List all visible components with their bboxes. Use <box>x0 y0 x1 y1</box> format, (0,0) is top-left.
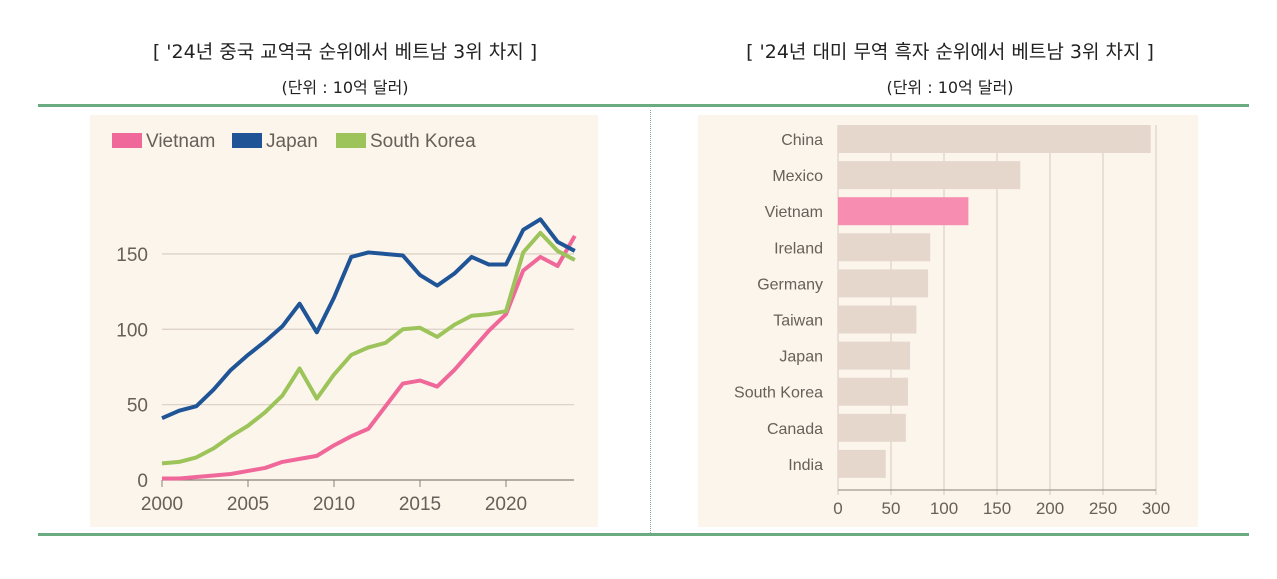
legend-swatch <box>336 133 366 148</box>
center-divider <box>650 110 651 533</box>
bar-china <box>838 125 1151 153</box>
bar-mexico <box>838 161 1021 190</box>
legend-label: Japan <box>266 131 318 152</box>
bar-taiwan <box>838 305 917 334</box>
bar-chart-panel: 0 50 100 150 200 250 300 China Mexico Vietnam Irel… <box>698 115 1198 527</box>
category-label: Canada <box>767 421 823 438</box>
left-title: [ '24년 중국 교역국 순위에서 베트남 3위 차지 ] <box>152 41 538 63</box>
legend-swatch <box>232 133 262 148</box>
x-tick-label: 50 <box>882 499 901 518</box>
bar-germany <box>838 269 929 298</box>
line-chart: 0 50 100 150 2000 2005 2010 2015 2020 Vietnam Japa… <box>112 131 577 515</box>
category-label: Germany <box>757 276 823 293</box>
bar-canada <box>838 413 906 442</box>
category-label: South Korea <box>734 385 823 402</box>
bar-japan <box>838 341 911 370</box>
y-tick-label: 150 <box>116 245 148 266</box>
top-divider <box>38 104 1249 107</box>
x-tick-label: 300 <box>1142 499 1170 518</box>
legend-label: Vietnam <box>146 131 215 152</box>
right-unit: (단위 : 10억 달러) <box>886 78 1014 97</box>
category-label: Japan <box>779 349 823 366</box>
series-line-japan <box>161 217 576 421</box>
y-tick-label: 0 <box>137 471 148 492</box>
x-tick-label: 2020 <box>485 494 527 515</box>
y-tick-label: 50 <box>127 396 148 417</box>
bar-south-korea <box>838 377 908 406</box>
x-tick-label: 2000 <box>141 494 183 515</box>
bar-india <box>838 449 886 478</box>
x-tick-label: 2015 <box>399 494 441 515</box>
category-label: China <box>781 132 823 149</box>
category-label: India <box>788 457 823 474</box>
bar-chart: 0 50 100 150 200 250 300 China Mexico Vietnam Irel… <box>734 125 1170 518</box>
category-label: Mexico <box>772 168 823 185</box>
left-unit: (단위 : 10억 달러) <box>281 78 409 97</box>
series-line-south-korea <box>161 230 576 466</box>
x-tick-label: 100 <box>930 499 958 518</box>
x-tick-label: 2005 <box>227 494 269 515</box>
right-title: [ '24년 대미 무역 흑자 순위에서 베트남 3위 차지 ] <box>746 41 1154 63</box>
category-label: Taiwan <box>773 313 823 330</box>
legend-label: South Korea <box>370 131 476 152</box>
series-line-vietnam <box>162 234 577 481</box>
x-tick-label: 200 <box>1036 499 1064 518</box>
category-label: Ireland <box>774 240 823 257</box>
y-tick-label: 100 <box>116 320 148 341</box>
bar-vietnam <box>838 197 969 226</box>
line-chart-panel: 0 50 100 150 2000 2005 2010 2015 2020 Vietnam Japa… <box>90 115 598 527</box>
x-tick-label: 0 <box>833 499 842 518</box>
x-tick-label: 150 <box>983 499 1011 518</box>
x-tick-label: 250 <box>1089 499 1117 518</box>
bar-ireland <box>838 233 931 262</box>
bottom-divider <box>38 533 1249 536</box>
category-label: Vietnam <box>765 204 823 221</box>
x-tick-label: 2010 <box>313 494 355 515</box>
legend-swatch <box>112 133 142 148</box>
